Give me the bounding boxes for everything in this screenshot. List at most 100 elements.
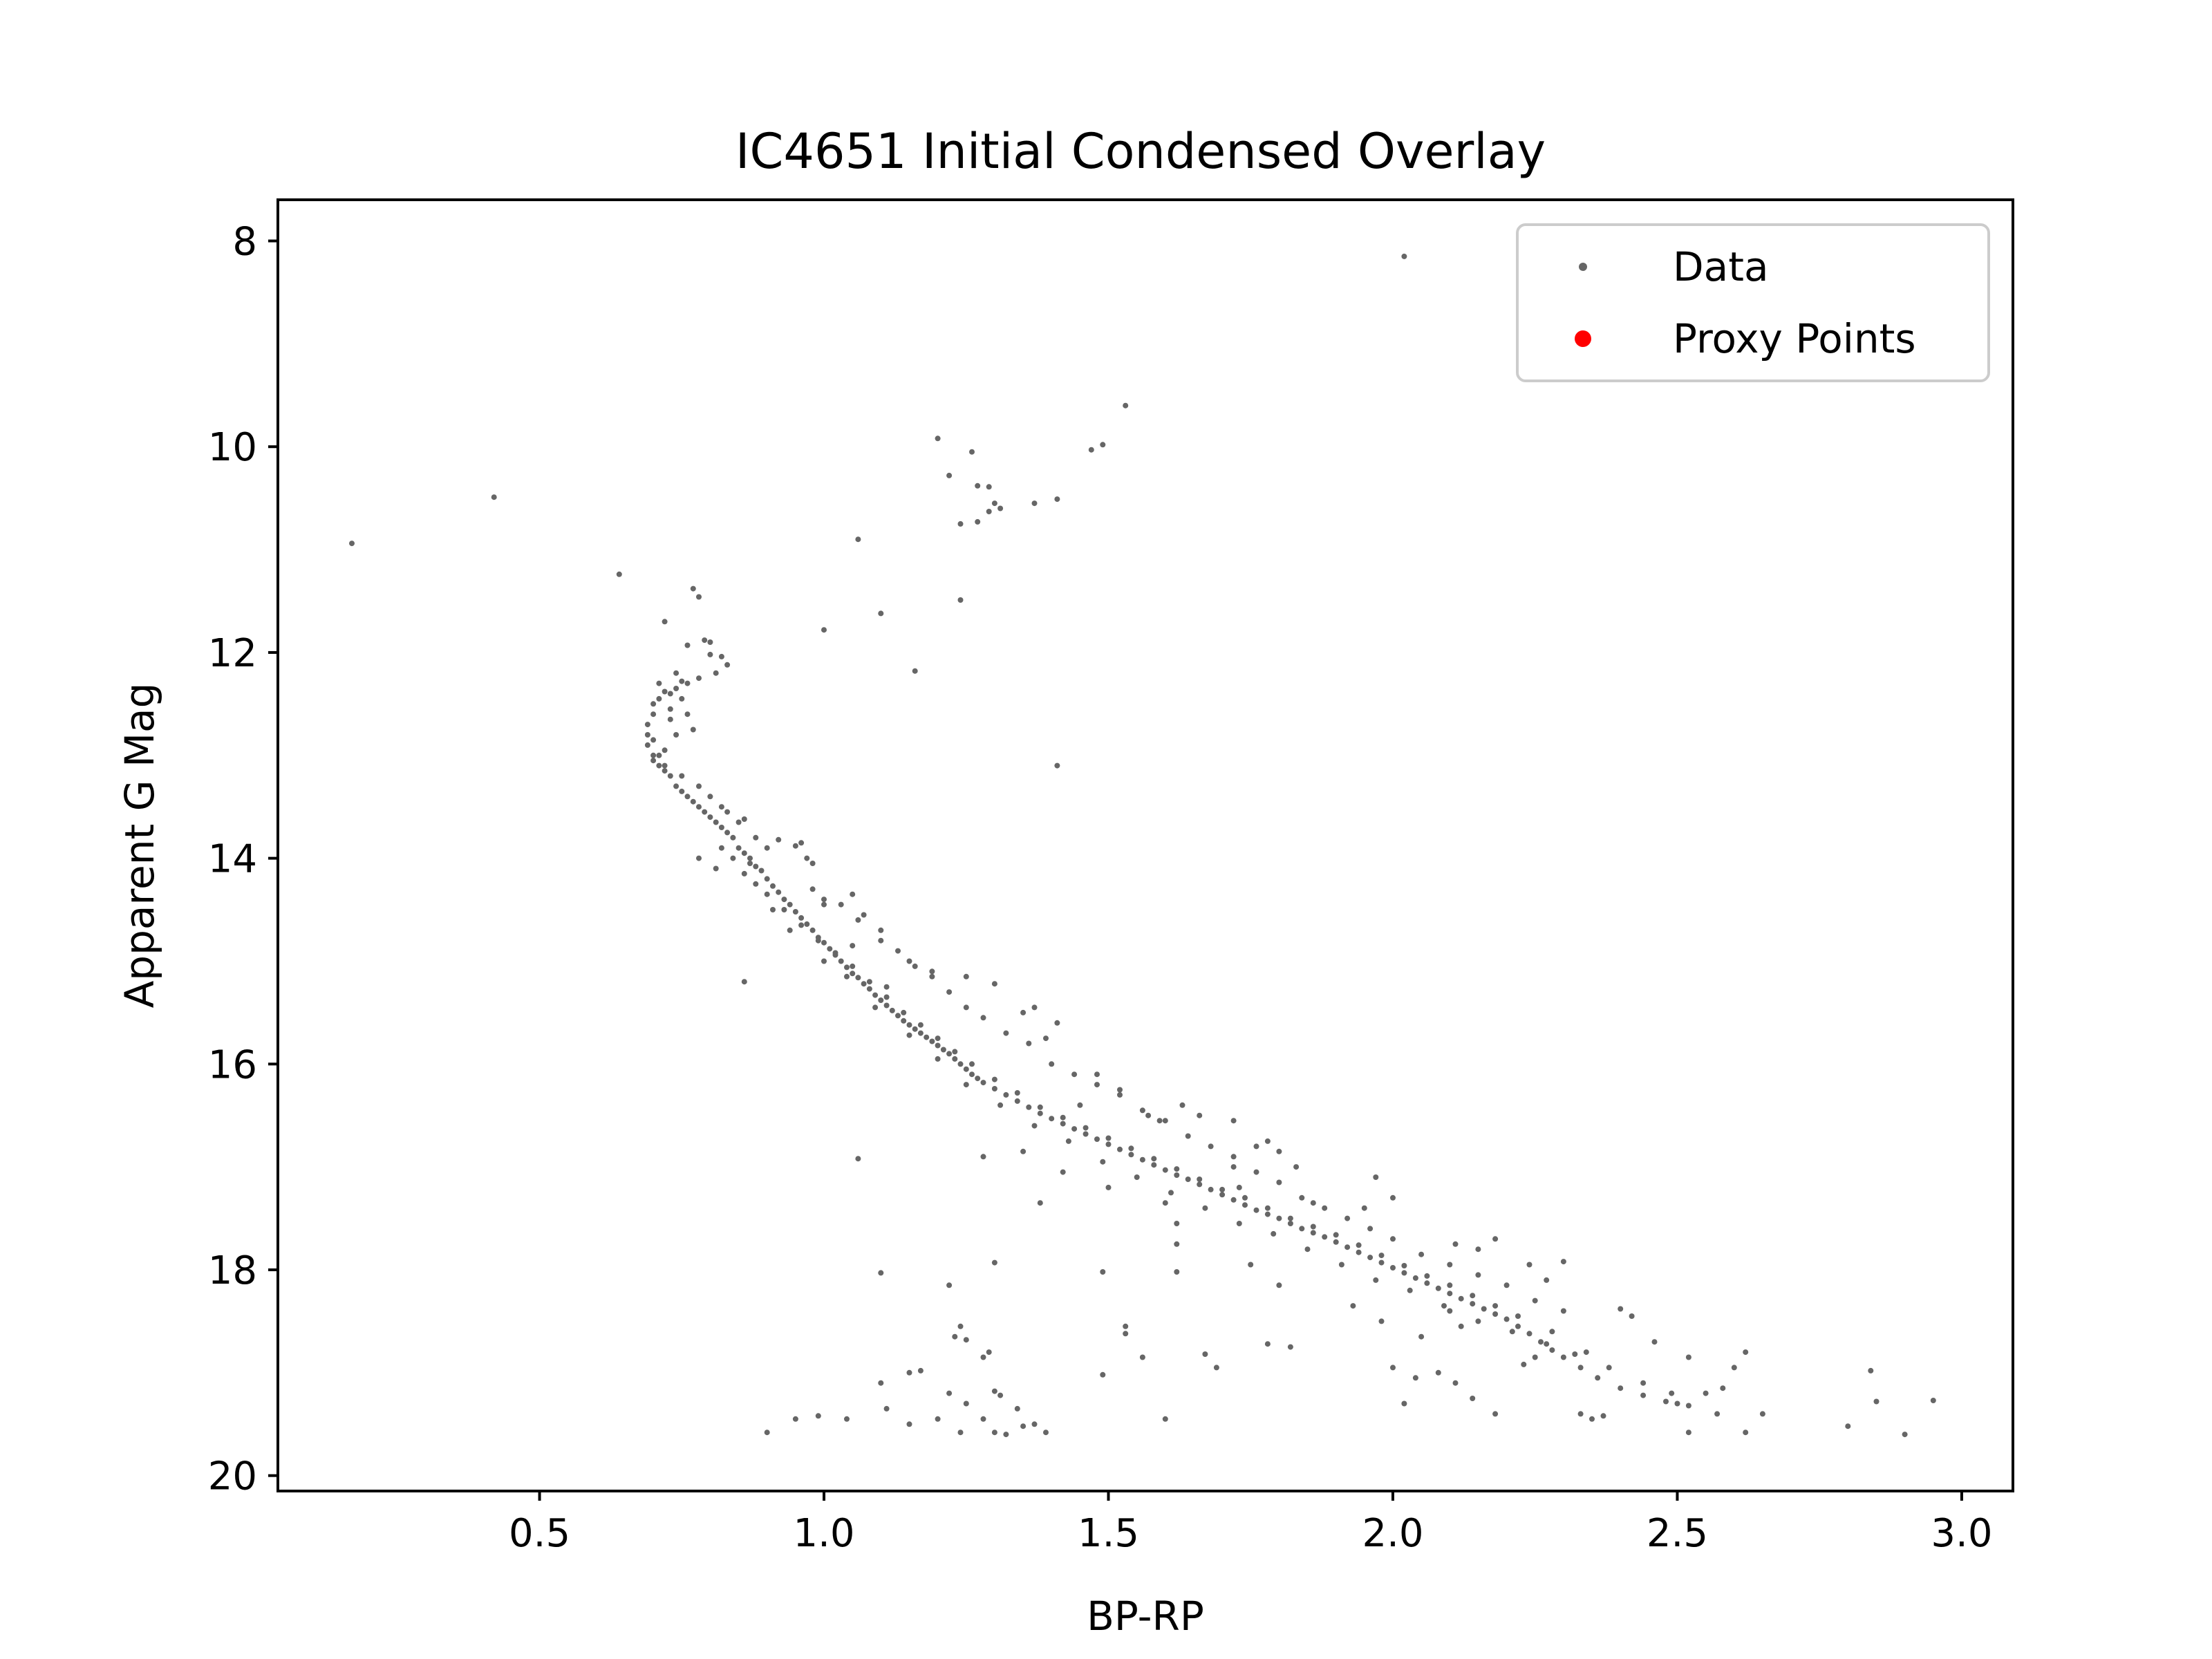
data-point — [1236, 1221, 1242, 1226]
data-point — [883, 994, 890, 1000]
data-point — [975, 1076, 981, 1082]
data-point — [787, 927, 793, 933]
data-point — [696, 783, 702, 789]
data-point — [650, 711, 657, 718]
data-point — [1424, 1280, 1430, 1286]
data-point — [991, 981, 997, 987]
data-point — [1185, 1133, 1191, 1139]
data-point — [673, 732, 679, 738]
data-point — [656, 762, 662, 769]
y-tick-label: 18 — [208, 1248, 257, 1293]
data-point — [1640, 1380, 1647, 1386]
data-point — [935, 1042, 941, 1049]
data-point — [1276, 1148, 1282, 1154]
data-point — [946, 1282, 953, 1288]
data-point — [1350, 1303, 1356, 1309]
data-point — [1759, 1411, 1765, 1417]
data-point — [1475, 1246, 1481, 1253]
data-point — [969, 1061, 975, 1067]
data-point — [878, 927, 884, 933]
data-point — [1230, 1164, 1237, 1170]
data-point — [673, 783, 679, 789]
data-point — [980, 1416, 986, 1422]
data-point — [1390, 1265, 1396, 1271]
data-point — [1572, 1351, 1578, 1357]
data-point — [1333, 1239, 1339, 1245]
data-point — [667, 773, 673, 779]
data-point — [1390, 1365, 1396, 1371]
data-point — [684, 794, 691, 800]
data-point — [1401, 1270, 1407, 1276]
data-point — [997, 505, 1004, 512]
data-point — [1600, 1413, 1606, 1419]
data-point — [1669, 1390, 1675, 1396]
data-point — [656, 680, 662, 686]
data-point — [1100, 1159, 1106, 1165]
y-tick-label: 10 — [208, 425, 257, 470]
data-point — [1031, 1004, 1038, 1011]
data-point — [673, 686, 679, 691]
data-point — [1538, 1339, 1544, 1345]
data-point — [1589, 1416, 1595, 1422]
data-point — [991, 1388, 997, 1394]
data-point — [1174, 1166, 1180, 1172]
data-point — [1145, 1112, 1152, 1118]
data-point — [969, 449, 975, 455]
data-point — [1544, 1341, 1550, 1347]
data-point — [946, 1051, 953, 1057]
data-point — [883, 1405, 890, 1412]
data-point — [1123, 402, 1129, 409]
data-point — [491, 494, 497, 500]
data-point — [1441, 1303, 1447, 1309]
data-point — [662, 768, 668, 774]
data-point — [1208, 1143, 1214, 1150]
data-point — [1606, 1365, 1612, 1371]
data-point — [906, 1369, 912, 1376]
data-point — [946, 989, 953, 995]
data-point — [1703, 1390, 1709, 1396]
data-point — [1105, 1184, 1112, 1190]
data-point — [1674, 1400, 1680, 1407]
data-point — [1743, 1430, 1749, 1436]
data-point — [1373, 1277, 1379, 1283]
data-point — [906, 958, 912, 964]
data-point — [1014, 1405, 1020, 1412]
data-point — [1264, 1341, 1271, 1347]
data-point — [650, 701, 657, 707]
data-point — [735, 845, 742, 851]
data-point — [1299, 1226, 1305, 1232]
data-point — [872, 992, 879, 998]
data-point — [696, 594, 702, 600]
data-point — [901, 1009, 907, 1015]
data-point — [929, 973, 935, 980]
data-point — [684, 680, 691, 686]
data-point — [1139, 1354, 1145, 1360]
data-point — [917, 1030, 924, 1036]
data-point — [1100, 1269, 1106, 1275]
data-point — [827, 946, 833, 952]
data-point — [809, 861, 816, 866]
legend-marker-data — [1579, 263, 1587, 271]
data-point — [753, 863, 759, 870]
data-point — [1276, 1179, 1282, 1185]
plot-frame — [276, 198, 2014, 1492]
data-point — [1401, 1263, 1407, 1268]
data-point — [878, 1380, 884, 1386]
data-point — [1077, 1102, 1083, 1108]
data-point — [821, 901, 827, 908]
data-point — [1549, 1347, 1555, 1353]
data-point — [991, 1076, 997, 1082]
data-point — [1560, 1259, 1566, 1265]
data-point — [1253, 1169, 1259, 1175]
data-point — [980, 1154, 986, 1160]
data-point — [798, 922, 805, 928]
data-point — [1082, 1131, 1089, 1137]
legend-label-proxy-points: Proxy Points — [1673, 315, 1916, 362]
data-point — [792, 1416, 798, 1422]
data-point — [1219, 1186, 1226, 1192]
data-point — [1629, 1313, 1635, 1319]
data-point — [1060, 1121, 1066, 1127]
x-tick-label: 1.5 — [1078, 1511, 1139, 1556]
data-point — [1248, 1262, 1254, 1268]
data-point — [1037, 1110, 1043, 1116]
